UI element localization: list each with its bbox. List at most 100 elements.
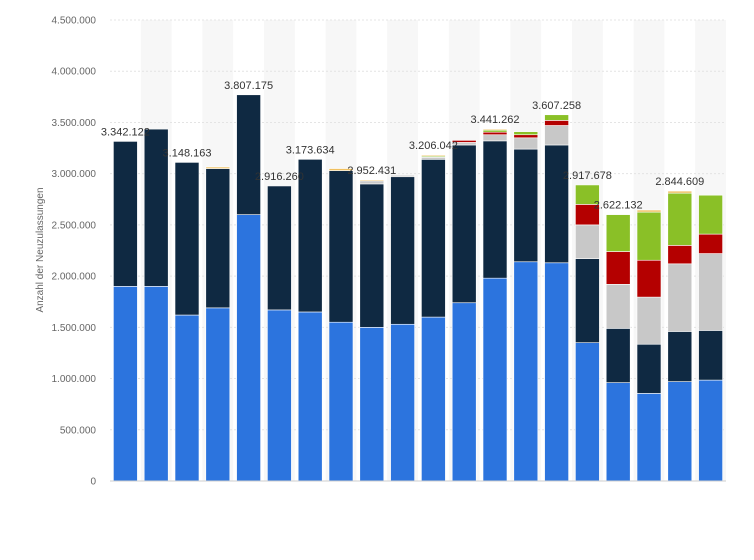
segment-series-6 — [482, 128, 508, 131]
segment-series-5 — [698, 194, 723, 235]
bar-total-label: 3.807.175 — [224, 80, 273, 92]
segment-series-2 — [698, 330, 723, 381]
segment-series-1 — [513, 261, 539, 482]
segment-series-2 — [605, 328, 631, 383]
segment-series-4 — [482, 131, 508, 136]
segment-series-5 — [667, 192, 693, 246]
segment-series-4 — [698, 233, 723, 254]
segment-series-6 — [359, 179, 385, 182]
bar-stack — [113, 141, 138, 482]
segment-series-1 — [421, 316, 446, 482]
segment-series-1 — [544, 262, 569, 482]
segment-series-2 — [297, 159, 323, 313]
segment-series-2 — [667, 331, 693, 382]
segment-series-1 — [113, 286, 138, 482]
segment-series-1 — [143, 286, 169, 482]
segment-series-4 — [636, 259, 662, 298]
segment-series-1 — [605, 382, 631, 482]
bar-stack — [390, 174, 415, 482]
segment-series-1 — [575, 342, 600, 482]
y-tick-label: 3.000.000 — [52, 169, 97, 180]
segment-series-5 — [513, 131, 539, 136]
bar-total-label: 2.916.260 — [255, 171, 304, 183]
segment-series-3 — [698, 253, 723, 331]
segment-series-1 — [359, 327, 385, 482]
bar-stack — [451, 140, 477, 482]
y-tick-label: 3.500.000 — [52, 118, 97, 129]
y-tick-label: 500.000 — [60, 425, 97, 436]
segment-series-3 — [544, 125, 569, 146]
bar-stack — [667, 190, 693, 482]
bar-stack — [143, 128, 169, 482]
bar-segments — [113, 94, 723, 482]
bar-stack — [297, 159, 323, 482]
bar-total-label: 2.952.431 — [347, 165, 396, 177]
y-tick-label: 4.500.000 — [52, 16, 97, 27]
segment-series-1 — [451, 302, 477, 482]
bar-total-label: 3.441.262 — [471, 114, 520, 126]
segment-series-2 — [575, 258, 600, 344]
segment-series-6 — [328, 168, 354, 171]
bar-stack — [636, 209, 662, 482]
data-labels: 3.342.122 3.148.163 3.807.175 2.916.260 3.17… — [101, 80, 704, 212]
segment-series-2 — [174, 162, 200, 316]
segment-series-1 — [174, 314, 200, 482]
bar-stack — [544, 114, 569, 482]
y-axis-label: Anzahl der Neuzulassungen — [35, 187, 46, 312]
segment-series-4 — [667, 245, 693, 265]
segment-series-2 — [451, 144, 477, 304]
segment-series-1 — [636, 393, 662, 482]
bar-stack — [236, 94, 261, 482]
bar-stack — [421, 154, 446, 482]
bar-total-label: 3.342.122 — [101, 126, 150, 138]
segment-series-2 — [359, 183, 385, 328]
segment-series-3 — [390, 174, 415, 178]
segment-series-5 — [605, 214, 631, 252]
bar-stack — [513, 131, 539, 482]
segment-series-3 — [636, 296, 662, 345]
segment-series-6 — [205, 166, 231, 169]
segment-series-1 — [267, 309, 292, 482]
segment-series-2 — [113, 141, 138, 287]
segment-series-2 — [636, 343, 662, 394]
segment-series-3 — [605, 284, 631, 329]
segment-series-1 — [236, 214, 261, 482]
segment-series-2 — [482, 140, 508, 279]
bar-total-label: 3.148.163 — [163, 147, 212, 159]
segment-series-3 — [359, 180, 385, 185]
bar-stack — [205, 166, 231, 482]
segment-series-4 — [544, 120, 569, 126]
segment-series-1 — [328, 321, 354, 482]
bar-stack — [267, 185, 292, 482]
segment-series-3 — [513, 137, 539, 150]
segment-series-2 — [205, 168, 231, 309]
segment-series-2 — [390, 176, 415, 325]
bar-stack — [698, 194, 723, 482]
segment-series-1 — [205, 307, 231, 482]
y-tick-label: 1.500.000 — [52, 323, 97, 334]
segment-series-6 — [421, 154, 446, 157]
segment-series-2 — [267, 185, 292, 311]
segment-series-5 — [636, 211, 662, 261]
segment-series-1 — [482, 277, 508, 482]
bar-stack — [575, 184, 600, 482]
segment-series-1 — [297, 311, 323, 482]
segment-series-3 — [482, 134, 508, 142]
y-tick-label: 4.000.000 — [52, 67, 97, 78]
segment-series-5 — [575, 184, 600, 205]
y-tick-label: 0 — [90, 477, 96, 488]
bar-stack — [174, 162, 200, 482]
segment-series-3 — [421, 156, 446, 160]
segment-series-2 — [421, 159, 446, 318]
bar-total-label: 2.844.609 — [655, 176, 704, 188]
y-tick-label: 2.500.000 — [52, 220, 97, 231]
segment-series-2 — [236, 94, 261, 215]
segment-series-2 — [513, 148, 539, 263]
segment-series-1 — [390, 323, 415, 482]
segment-series-6 — [636, 209, 662, 213]
segment-series-1 — [667, 381, 693, 482]
segment-series-3 — [575, 224, 600, 259]
segment-series-1 — [698, 379, 723, 482]
bar-stack — [359, 179, 385, 482]
